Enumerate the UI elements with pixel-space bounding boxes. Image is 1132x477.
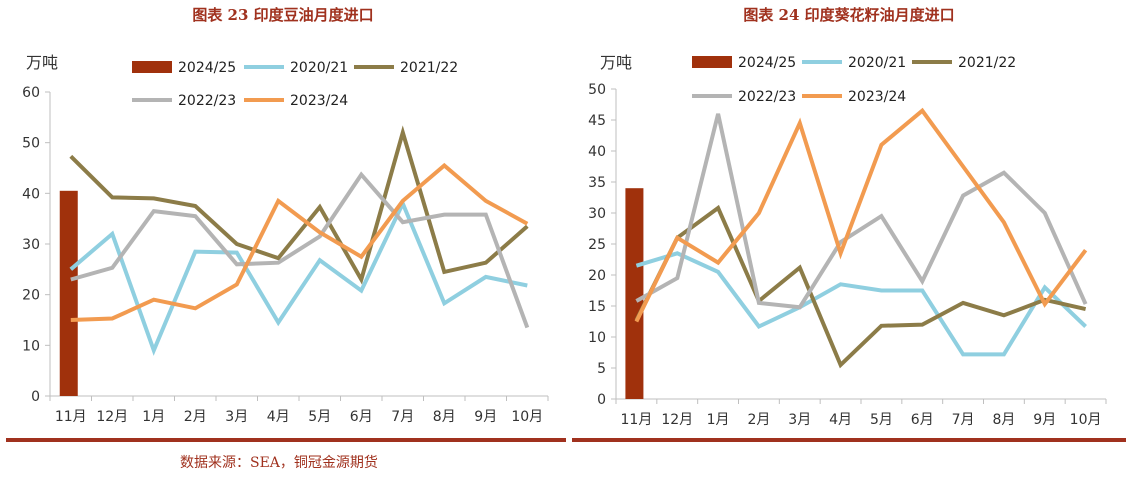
y-tick-label: 15: [588, 299, 606, 315]
legend-label: 2024/25: [178, 60, 236, 76]
y-tick-label: 60: [22, 85, 40, 101]
y-tick-label: 10: [588, 330, 606, 346]
line-series-2021-22: [69, 125, 529, 285]
legend-label: 2023/24: [290, 93, 348, 109]
x-tick-label: 9月: [1033, 412, 1056, 428]
chart-title: 图表 23 印度豆油月度进口: [192, 6, 374, 24]
x-tick-label: 12月: [661, 412, 693, 428]
y-tick-label: 0: [597, 392, 606, 408]
divider: [572, 438, 1126, 442]
x-tick-label: 6月: [350, 409, 373, 425]
x-tick-label: 8月: [992, 412, 1015, 428]
legend-label: 2020/21: [848, 55, 906, 71]
x-tick-label: 1月: [707, 412, 730, 428]
x-tick-label: 3月: [225, 409, 248, 425]
chart-sunflower-oil: 万吨 0 5 10 15 20 25 30 35 40 45 50 11月 12月 1月 2月 3月 4月 5月 6月…: [588, 53, 1107, 428]
line-series-2020-21: [635, 251, 1087, 357]
y-axis-unit: 万吨: [26, 53, 58, 72]
line-series-2020-21: [69, 198, 528, 356]
x-tick-label: 12月: [96, 409, 128, 425]
legend-swatch-2024-25: [692, 56, 732, 68]
x-tick-label: 2月: [747, 412, 770, 428]
y-tick-label: 25: [588, 237, 606, 253]
chart-title: 图表 24 印度葵花籽油月度进口: [743, 6, 955, 24]
x-tick-label: 2月: [184, 409, 207, 425]
x-tick-label: 8月: [433, 409, 456, 425]
x-tick-label: 10月: [1070, 412, 1102, 428]
line-series-2023-24: [634, 107, 1088, 323]
y-tick-label: 30: [22, 237, 40, 253]
y-tick-label: 20: [588, 268, 606, 284]
x-tick-label: 1月: [142, 409, 165, 425]
chart-soybean-oil: 万吨 0 10 20 30 40 50 60 11月 12月 1月 2月 3月 4月 5月 6月 7月 8月 9月 1…: [22, 53, 549, 425]
legend-swatch-2024-25: [132, 61, 172, 73]
x-tick-label: 5月: [308, 409, 331, 425]
y-tick-label: 50: [588, 82, 606, 98]
legend-label: 2023/24: [848, 89, 906, 105]
x-tick-label: 11月: [621, 412, 653, 428]
y-tick-label: 40: [22, 186, 40, 202]
line-series-2023-24: [70, 162, 529, 322]
x-tick-label: 5月: [870, 412, 893, 428]
line-series-2022-23: [635, 113, 1088, 310]
x-tick-label: 4月: [829, 412, 852, 428]
chart-panel-soybean-oil: 图表 23 印度豆油月度进口 万吨 0 10 20 30 40 50 60 11月 12月 1月 2月…: [0, 0, 566, 440]
line-series-2021-22: [634, 204, 1087, 369]
x-tick-label: 3月: [788, 412, 811, 428]
y-axis-unit: 万吨: [600, 53, 632, 72]
legend-label: 2020/21: [290, 60, 348, 76]
legend-label: 2021/22: [958, 55, 1016, 71]
y-tick-label: 50: [22, 136, 40, 152]
legend-label: 2024/25: [738, 55, 796, 71]
bar-2024-25: [625, 188, 644, 399]
y-tick-label: 30: [588, 206, 606, 222]
y-tick-label: 0: [31, 389, 40, 405]
x-tick-label: 9月: [474, 409, 497, 425]
bar-2024-25: [59, 190, 78, 396]
x-tick-label: 7月: [952, 412, 975, 428]
y-tick-label: 35: [588, 175, 606, 191]
x-tick-label: 6月: [911, 412, 934, 428]
divider: [6, 438, 566, 442]
data-source: 数据来源：SEA，铜冠金源期货: [180, 455, 378, 471]
x-tick-label: 11月: [55, 409, 87, 425]
legend-label: 2021/22: [400, 60, 458, 76]
x-tick-label: 7月: [391, 409, 414, 425]
y-tick-label: 10: [22, 338, 40, 354]
legend-label: 2022/23: [178, 93, 236, 109]
x-tick-label: 4月: [267, 409, 290, 425]
y-tick-label: 5: [597, 361, 606, 377]
y-tick-label: 45: [588, 113, 606, 129]
line-series-2022-23: [70, 171, 530, 329]
legend-label: 2022/23: [738, 89, 796, 105]
chart-panel-sunflower-oil: 图表 24 印度葵花籽油月度进口 万吨 0 5 10 15 20 25 30 35 40 45 50 1…: [566, 0, 1132, 440]
x-tick-label: 10月: [511, 409, 543, 425]
y-tick-label: 40: [588, 144, 606, 160]
y-tick-label: 20: [22, 288, 40, 304]
